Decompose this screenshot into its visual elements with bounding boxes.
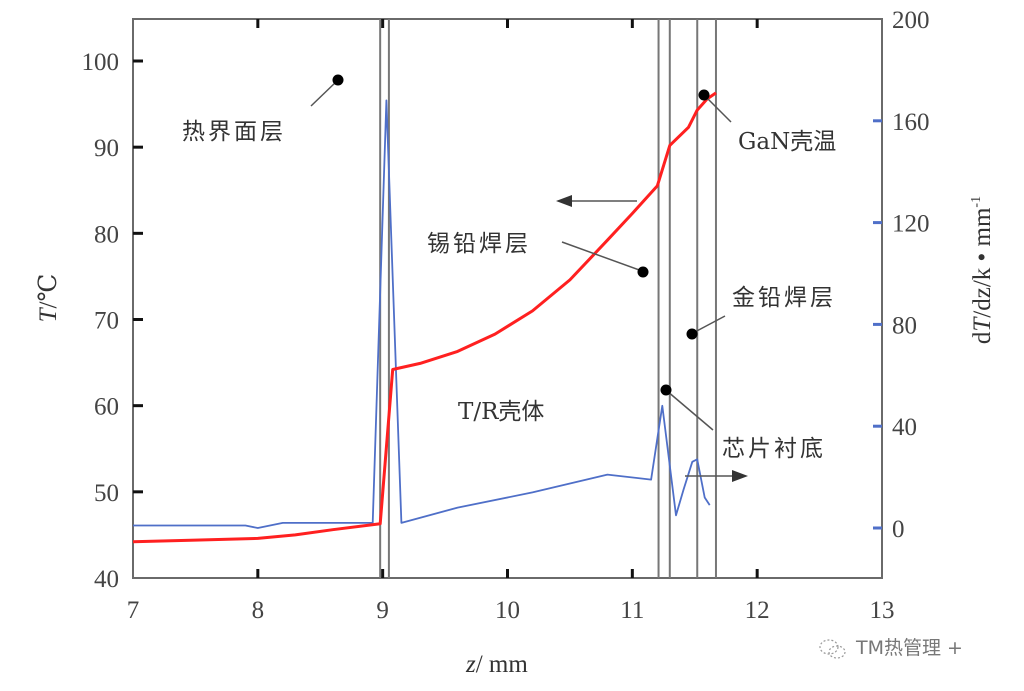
- left-y-axis-ticks: 40 50 60 70 80 90 100: [82, 49, 143, 593]
- right-y-axis-title: dT/dz/k • mm-1: [969, 196, 996, 344]
- watermark-text: TM热管理 +: [856, 637, 963, 659]
- gradient-series-line: [133, 99, 711, 529]
- x-tick-label: 8: [252, 597, 265, 624]
- left-y-axis-title: T/℃: [35, 274, 62, 323]
- annotation-aupb-solder-layer: 金铅焊层: [732, 285, 836, 311]
- annotation-markers: [310, 74, 732, 431]
- annotation-thermal-interface-layer: 热界面层: [182, 119, 286, 145]
- right-y-tick-label: 120: [892, 211, 930, 238]
- left-y-tick-label: 90: [94, 135, 119, 162]
- right-y-tick-label: 80: [892, 312, 917, 339]
- marker-dot: [332, 74, 344, 86]
- temperature-axis-arrow: [556, 195, 637, 207]
- left-y-tick-label: 60: [94, 394, 119, 421]
- x-tick-label: 13: [870, 597, 895, 624]
- watermark: TM热管理 +: [818, 633, 963, 660]
- annotation-gan-case-temp: GaN壳温: [738, 129, 836, 155]
- x-tick-label: 7: [127, 597, 140, 624]
- gradient-axis-arrow: [685, 470, 748, 482]
- x-tick-label: 12: [745, 597, 770, 624]
- right-y-tick-label: 200: [892, 7, 930, 34]
- marker-dot: [637, 266, 649, 278]
- temperature-series-line: [132, 91, 717, 544]
- left-y-tick-label: 80: [94, 221, 119, 248]
- marker-dot: [660, 384, 672, 396]
- x-axis-title: z/ mm: [465, 651, 528, 678]
- left-y-tick-label: 40: [94, 566, 119, 593]
- annotation-chip-substrate: 芯片衬底: [722, 436, 826, 462]
- x-tick-label: 9: [376, 597, 389, 624]
- right-y-tick-label: 40: [892, 414, 917, 441]
- right-y-axis-ticks: 0 40 80 120 160 200: [873, 7, 930, 543]
- right-y-tick-label: 160: [892, 109, 930, 136]
- wechat-icon: [819, 638, 846, 659]
- x-tick-label: 10: [495, 597, 520, 624]
- marker-dot: [686, 328, 698, 340]
- annotation-snpb-solder-layer: 锡铅焊层: [427, 231, 531, 257]
- marker-dot: [698, 89, 710, 101]
- x-tick-label: 11: [620, 597, 644, 624]
- left-y-tick-label: 70: [94, 308, 119, 335]
- right-y-tick-label: 0: [892, 516, 905, 543]
- annotation-tr-shell: T/R壳体: [458, 399, 544, 425]
- x-axis-ticks: 7 8 9 10 11 12 13: [127, 19, 895, 624]
- left-y-tick-label: 50: [94, 480, 119, 507]
- left-y-tick-label: 100: [82, 49, 120, 76]
